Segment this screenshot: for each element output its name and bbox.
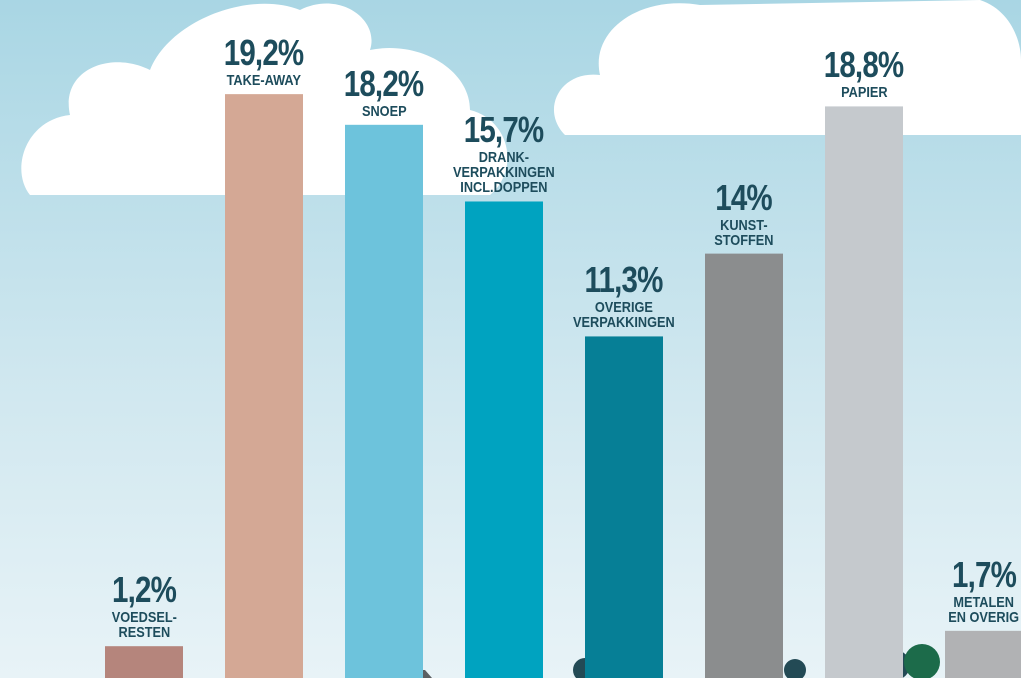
value-label: 14% (716, 178, 773, 218)
category-label: PAPIER (841, 85, 888, 100)
value-label: 1,7% (952, 555, 1016, 595)
bar-label: 14%KUNST- STOFFEN (664, 178, 824, 248)
bar-label: 1,2%VOEDSEL- RESTEN (64, 570, 224, 640)
bar-label: 18,8%PAPIER (784, 45, 944, 100)
bar (345, 125, 423, 678)
category-label: DRANK- VERPAKKINGEN INCL.DOPPEN (453, 150, 555, 195)
category-label: VOEDSEL- RESTEN (111, 610, 176, 640)
chart: 1,2%VOEDSEL- RESTEN 19,2%TAKE-AWAY 18,2%SN… (0, 0, 1021, 678)
category-label: KUNST- STOFFEN (714, 218, 773, 248)
value-label: 15,7% (464, 110, 544, 150)
value-label: 18,8% (824, 45, 904, 85)
category-label: TAKE-AWAY (227, 73, 301, 88)
value-label: 1,2% (112, 570, 176, 610)
bar-label: 1,7%METALEN EN OVERIG (904, 555, 1021, 625)
bar-label: 11,3%OVERIGE VERPAKKINGEN (544, 260, 704, 330)
bar (945, 631, 1021, 678)
bar (105, 646, 183, 678)
bar (225, 94, 303, 678)
category-label: OVERIGE VERPAKKINGEN (573, 300, 675, 330)
value-label: 19,2% (224, 33, 304, 73)
bar (585, 336, 663, 678)
bar (465, 201, 543, 678)
category-label: METALEN EN OVERIG (949, 595, 1020, 625)
value-label: 18,2% (344, 64, 424, 104)
bar-label: 15,7%DRANK- VERPAKKINGEN INCL.DOPPEN (424, 110, 584, 195)
bar (705, 254, 783, 678)
bar (825, 106, 903, 678)
value-label: 11,3% (585, 260, 663, 300)
category-label: SNOEP (362, 104, 407, 119)
